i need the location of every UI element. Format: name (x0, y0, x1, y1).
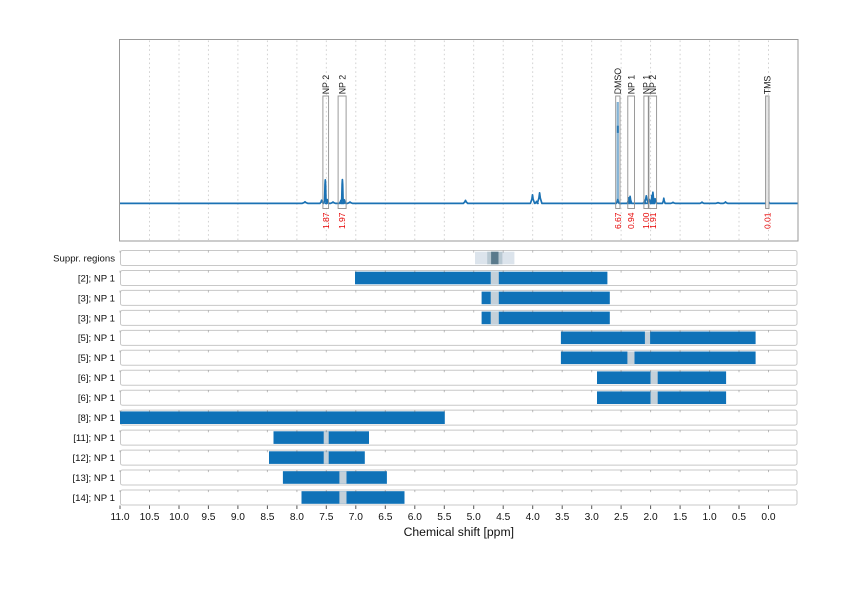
svg-text:2.0: 2.0 (644, 512, 658, 523)
svg-text:7.5: 7.5 (319, 512, 333, 523)
svg-text:[3]; NP 1: [3]; NP 1 (78, 293, 115, 304)
svg-text:4.5: 4.5 (496, 512, 510, 523)
svg-text:8.0: 8.0 (290, 512, 304, 523)
svg-text:8.5: 8.5 (260, 512, 274, 523)
svg-text:5.0: 5.0 (467, 512, 481, 523)
svg-text:0.01: 0.01 (762, 212, 772, 229)
svg-text:NP 2: NP 2 (337, 75, 347, 95)
svg-text:1.5: 1.5 (673, 512, 687, 523)
svg-text:[2]; NP 1: [2]; NP 1 (78, 273, 115, 284)
svg-text:[13]; NP 1: [13]; NP 1 (73, 473, 116, 484)
svg-text:1.0: 1.0 (703, 512, 717, 523)
svg-text:[14]; NP 1: [14]; NP 1 (73, 493, 116, 504)
svg-text:5.5: 5.5 (437, 512, 451, 523)
svg-text:[11]; NP 1: [11]; NP 1 (73, 433, 115, 444)
svg-text:9.5: 9.5 (201, 512, 215, 523)
svg-text:0.94: 0.94 (626, 212, 636, 229)
svg-text:0.5: 0.5 (732, 512, 746, 523)
svg-text:Chemical shift [ppm]: Chemical shift [ppm] (404, 525, 514, 539)
svg-text:NP 2: NP 2 (321, 75, 331, 95)
svg-text:1.00: 1.00 (641, 212, 651, 229)
svg-text:3.0: 3.0 (585, 512, 599, 523)
svg-text:[12]; NP 1: [12]; NP 1 (73, 453, 116, 464)
svg-text:NP 1: NP 1 (641, 75, 651, 95)
svg-text:10.5: 10.5 (140, 512, 160, 523)
svg-text:6.0: 6.0 (408, 512, 422, 523)
svg-text:2.5: 2.5 (614, 512, 628, 523)
svg-text:6.67: 6.67 (613, 212, 623, 229)
svg-text:1.97: 1.97 (337, 212, 347, 229)
svg-text:DMSO: DMSO (613, 68, 623, 95)
svg-text:6.5: 6.5 (378, 512, 392, 523)
svg-text:1.91: 1.91 (648, 212, 658, 229)
svg-text:3.5: 3.5 (555, 512, 569, 523)
svg-text:4.0: 4.0 (526, 512, 540, 523)
svg-text:[6]; NP 1: [6]; NP 1 (78, 373, 115, 384)
svg-text:10.0: 10.0 (169, 512, 189, 523)
svg-text:9.0: 9.0 (231, 512, 245, 523)
svg-text:11.0: 11.0 (110, 512, 129, 523)
svg-text:[8]; NP 1: [8]; NP 1 (78, 413, 115, 424)
svg-text:7.0: 7.0 (349, 512, 363, 523)
svg-text:NP 2: NP 2 (648, 75, 658, 95)
svg-text:Suppr. regions: Suppr. regions (53, 253, 115, 264)
svg-text:1.87: 1.87 (321, 212, 331, 229)
svg-text:0.0: 0.0 (761, 512, 775, 523)
svg-text:[3]; NP 1: [3]; NP 1 (78, 313, 115, 324)
svg-text:TMS: TMS (763, 76, 773, 95)
svg-text:NP 1: NP 1 (626, 75, 636, 95)
svg-text:[5]; NP 1: [5]; NP 1 (78, 333, 115, 344)
svg-text:[6]; NP 1: [6]; NP 1 (78, 393, 115, 404)
svg-text:[5]; NP 1: [5]; NP 1 (78, 353, 115, 364)
